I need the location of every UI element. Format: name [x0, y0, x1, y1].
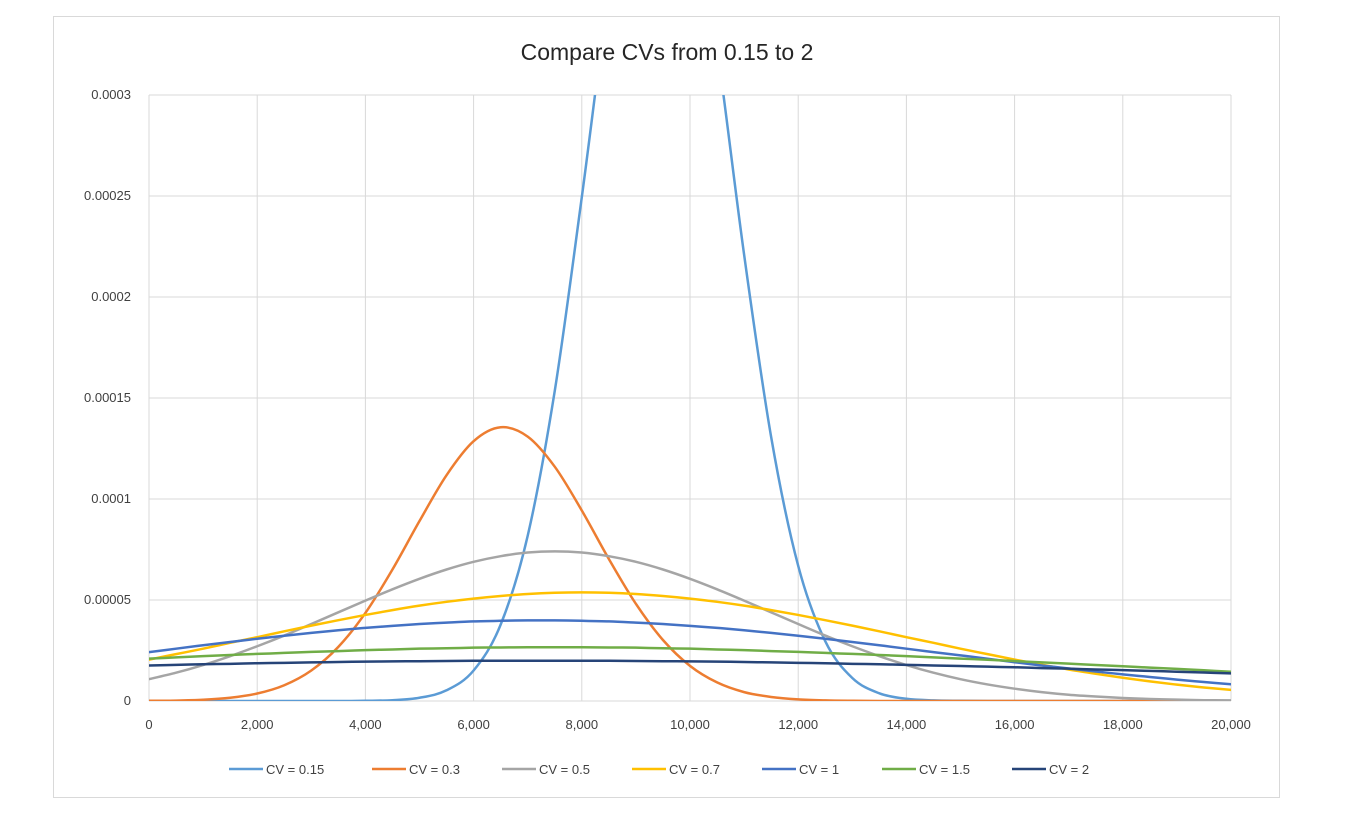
x-tick-label: 18,000: [1103, 717, 1143, 732]
x-tick-label: 6,000: [457, 717, 490, 732]
y-tick-label: 0.00015: [84, 390, 131, 405]
legend-item-0: CV = 0.15: [229, 762, 324, 777]
legend-item-4: CV = 1: [762, 762, 839, 777]
y-tick-label: 0.00005: [84, 592, 131, 607]
x-tick-label: 16,000: [995, 717, 1035, 732]
legend-item-5: CV = 1.5: [882, 762, 970, 777]
x-tick-label: 8,000: [566, 717, 599, 732]
chart-svg: Compare CVs from 0.15 to 2 0 2,000 4,000 6,…: [84, 39, 1251, 777]
series-line-4: [149, 619, 1231, 686]
chart-title: Compare CVs from 0.15 to 2: [521, 39, 814, 65]
legend-item-3: CV = 0.7: [632, 762, 720, 777]
x-tick-label: 12,000: [778, 717, 818, 732]
legend-label: CV = 0.7: [669, 762, 720, 777]
legend-item-6: CV = 2: [1012, 762, 1089, 777]
legend-label: CV = 2: [1049, 762, 1089, 777]
x-tick-label: 0: [145, 717, 152, 732]
legend-item-1: CV = 0.3: [372, 762, 460, 777]
legend-label: CV = 1.5: [919, 762, 970, 777]
y-tick-label: 0.0001: [91, 491, 131, 506]
chart-frame: Compare CVs from 0.15 to 2 0 2,000 4,000 6,…: [53, 16, 1280, 798]
x-tick-label: 10,000: [670, 717, 710, 732]
series-line-0: [149, 95, 1231, 701]
legend-label: CV = 1: [799, 762, 839, 777]
x-tick-label: 20,000: [1211, 717, 1251, 732]
y-tick-label: 0.0003: [91, 87, 131, 102]
series-line-6: [149, 659, 1231, 675]
legend-label: CV = 0.3: [409, 762, 460, 777]
legend-label: CV = 0.5: [539, 762, 590, 777]
legend-item-2: CV = 0.5: [502, 762, 590, 777]
grid-layer: [148, 94, 1232, 702]
y-tick-label: 0.0002: [91, 289, 131, 304]
series-line-1: [149, 425, 1231, 701]
tick-layer: 0 2,000 4,000 6,000 8,000 10,000 12,000 14,000 1…: [84, 87, 1251, 732]
x-tick-label: 4,000: [349, 717, 382, 732]
series-line-5: [149, 646, 1231, 673]
y-tick-label: 0: [124, 693, 131, 708]
series-layer: [149, 95, 1231, 701]
legend: CV = 0.15 CV = 0.3 CV = 0.5 CV = 0.7 CV = 1 C…: [229, 762, 1089, 777]
y-tick-label: 0.00025: [84, 188, 131, 203]
legend-label: CV = 0.15: [266, 762, 324, 777]
x-tick-label: 14,000: [887, 717, 927, 732]
x-tick-label: 2,000: [241, 717, 274, 732]
series-line-2: [149, 550, 1231, 701]
